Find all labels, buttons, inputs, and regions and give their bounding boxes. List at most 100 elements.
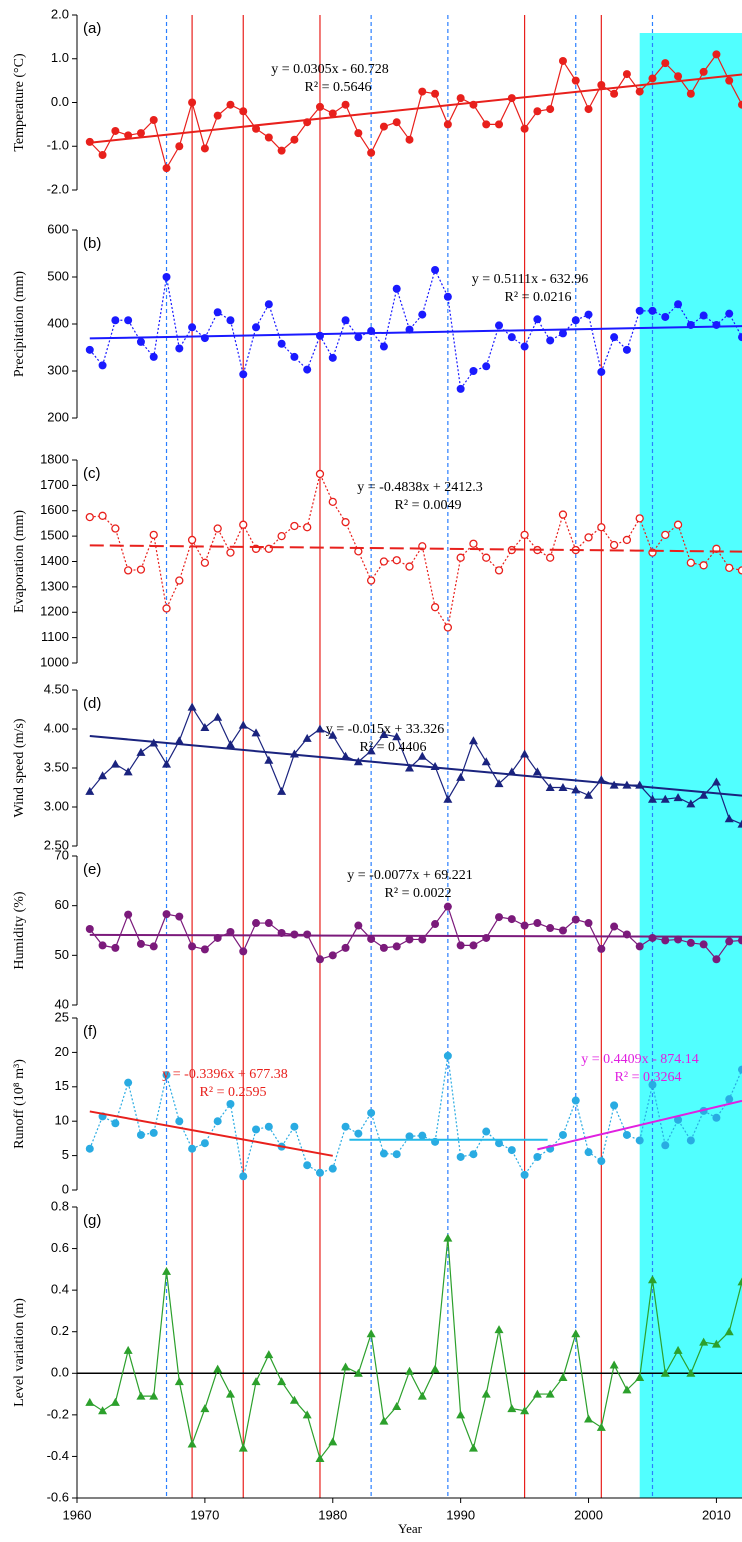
data-point <box>86 514 93 521</box>
trend-equation: y = 0.5111x - 632.96 <box>472 272 589 287</box>
data-point <box>136 748 145 756</box>
data-point <box>99 361 107 369</box>
data-point <box>175 1377 184 1385</box>
data-point <box>521 125 529 133</box>
data-point <box>367 1109 375 1117</box>
y-tick-label: 3.50 <box>44 759 69 774</box>
data-point <box>214 308 222 316</box>
y-axis-title: Wind speed (m/s) <box>12 718 27 817</box>
data-point <box>278 147 286 155</box>
data-point <box>214 112 222 120</box>
data-point <box>443 1234 452 1242</box>
data-point <box>112 525 119 532</box>
data-point <box>380 1150 388 1158</box>
data-point <box>610 1360 619 1368</box>
data-point <box>316 1169 324 1177</box>
x-tick-label: 1960 <box>63 1507 92 1522</box>
data-point <box>201 945 209 953</box>
trend-equation: y = -0.3396x + 677.38 <box>162 1067 287 1082</box>
data-point <box>457 554 464 561</box>
x-tick-label: 2010 <box>702 1507 731 1522</box>
data-point <box>597 1157 605 1165</box>
y-tick-label: 4.00 <box>44 720 69 735</box>
data-point <box>636 88 644 96</box>
data-point <box>188 99 196 107</box>
trend-equation: y = 0.0305x - 60.728 <box>271 62 389 77</box>
y-tick-label: 25 <box>55 1009 69 1024</box>
data-point <box>200 723 209 731</box>
data-point <box>648 934 656 942</box>
data-point <box>188 703 197 711</box>
data-point <box>278 533 285 540</box>
data-point <box>342 101 350 109</box>
data-point <box>137 566 144 573</box>
data-point <box>597 368 605 376</box>
data-point <box>239 1172 247 1180</box>
data-point <box>712 321 720 329</box>
y-tick-label: 5 <box>62 1147 69 1162</box>
data-point <box>521 531 528 538</box>
trend-equation: y = -0.015x + 33.326 <box>326 722 444 737</box>
data-point <box>163 605 170 612</box>
data-point <box>201 144 209 152</box>
data-point <box>393 557 400 564</box>
data-point <box>712 50 720 58</box>
data-point <box>508 333 516 341</box>
data-point <box>444 624 451 631</box>
data-point <box>521 343 529 351</box>
data-point <box>585 311 593 319</box>
data-point <box>380 343 388 351</box>
data-point <box>725 310 733 318</box>
data-point <box>623 1131 631 1139</box>
data-point <box>188 1145 196 1153</box>
y-tick-label: 60 <box>55 897 69 912</box>
data-point <box>469 736 478 744</box>
y-tick-label: 1200 <box>40 604 69 619</box>
data-point <box>239 107 247 115</box>
y-tick-label: 4.50 <box>44 681 69 696</box>
data-point <box>533 315 541 323</box>
y-axis-title: Temperature (°C) <box>12 53 27 152</box>
data-point <box>623 346 631 354</box>
panel-label: (a) <box>83 20 101 37</box>
data-point <box>533 767 542 775</box>
data-point <box>380 558 387 565</box>
data-point <box>380 123 388 131</box>
data-point <box>687 939 695 947</box>
data-point <box>431 90 439 98</box>
data-point <box>86 925 94 933</box>
data-point <box>546 336 554 344</box>
data-point <box>432 604 439 611</box>
data-point <box>175 1117 183 1125</box>
panel-label: (b) <box>83 235 101 252</box>
data-point <box>265 134 273 142</box>
x-tick-label: 1990 <box>446 1507 475 1522</box>
data-point <box>99 941 107 949</box>
data-point <box>508 1146 516 1154</box>
data-point <box>457 385 465 393</box>
y-axis-title: Precipitation (mm) <box>12 271 27 377</box>
data-point <box>226 316 234 324</box>
data-point <box>648 74 656 82</box>
data-point <box>342 1123 350 1131</box>
data-point <box>483 554 490 561</box>
y-tick-label: 15 <box>55 1078 69 1093</box>
data-point <box>469 1150 477 1158</box>
y-tick-label: 600 <box>47 221 69 236</box>
data-point <box>316 332 324 340</box>
data-point <box>496 567 503 574</box>
data-point <box>725 1095 733 1103</box>
data-point <box>342 316 350 324</box>
data-point <box>163 164 171 172</box>
data-point <box>367 149 375 157</box>
data-point <box>559 511 566 518</box>
data-point <box>675 521 682 528</box>
data-point <box>111 316 119 324</box>
y-tick-label: 0.4 <box>51 1282 69 1297</box>
data-point <box>252 919 260 927</box>
data-point <box>521 922 529 930</box>
y-tick-label: -0.2 <box>47 1406 69 1421</box>
y-tick-label: 0.2 <box>51 1323 69 1338</box>
